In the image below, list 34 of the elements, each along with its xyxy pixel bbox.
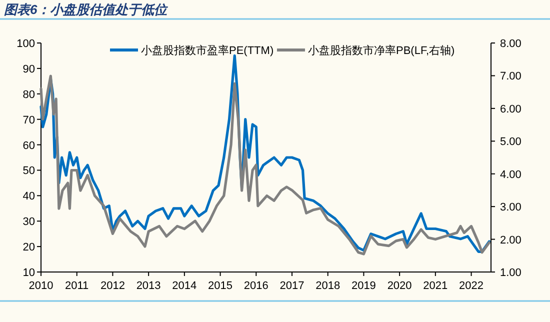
y-tick-label: 80 (22, 88, 35, 101)
y-tick-label: 100 (16, 38, 35, 50)
y-tick-label: 40 (22, 190, 35, 203)
y2-tick-label: 2.00 (500, 234, 522, 246)
x-tick-label: 2019 (351, 280, 376, 292)
y2-tick-label: 5.00 (500, 136, 522, 148)
y-tick-label: 70 (22, 114, 35, 126)
x-tick-label: 2012 (100, 280, 125, 292)
x-tick-label: 2020 (387, 280, 412, 292)
chart-title: 图表6：小盘股估值处于低位 (4, 2, 170, 17)
y2-tick-label: 4.00 (500, 168, 522, 181)
y2-tick-label: 3.00 (500, 202, 522, 214)
x-tick-label: 2011 (65, 280, 89, 292)
x-tick-label: 2013 (136, 280, 161, 292)
legend-label: 小盘股指数市盈率PE(TTM) (141, 44, 274, 57)
x-tick-label: 2010 (28, 280, 54, 292)
x-tick-label: 2014 (172, 280, 197, 292)
y2-tick-label: 8.00 (500, 38, 522, 50)
x-tick-label: 2015 (208, 280, 233, 292)
y2-tick-label: 6.00 (500, 103, 522, 116)
y-tick-label: 10 (22, 267, 35, 279)
x-tick-label: 2017 (280, 280, 304, 292)
x-tick-label: 2016 (244, 280, 268, 292)
y2-tick-label: 1.00 (500, 267, 522, 279)
y-tick-label: 30 (22, 216, 35, 228)
x-tick-label: 2018 (316, 280, 340, 292)
legend-label: 小盘股指数市净率PB(LF,右轴) (308, 44, 455, 57)
y-tick-label: 50 (22, 165, 35, 178)
y-tick-label: 20 (22, 242, 35, 254)
y-tick-label: 60 (22, 140, 35, 152)
y2-tick-label: 7.00 (500, 70, 522, 83)
x-tick-label: 2022 (459, 280, 484, 292)
y-tick-label: 90 (22, 63, 35, 76)
x-tick-label: 2021 (423, 280, 448, 292)
